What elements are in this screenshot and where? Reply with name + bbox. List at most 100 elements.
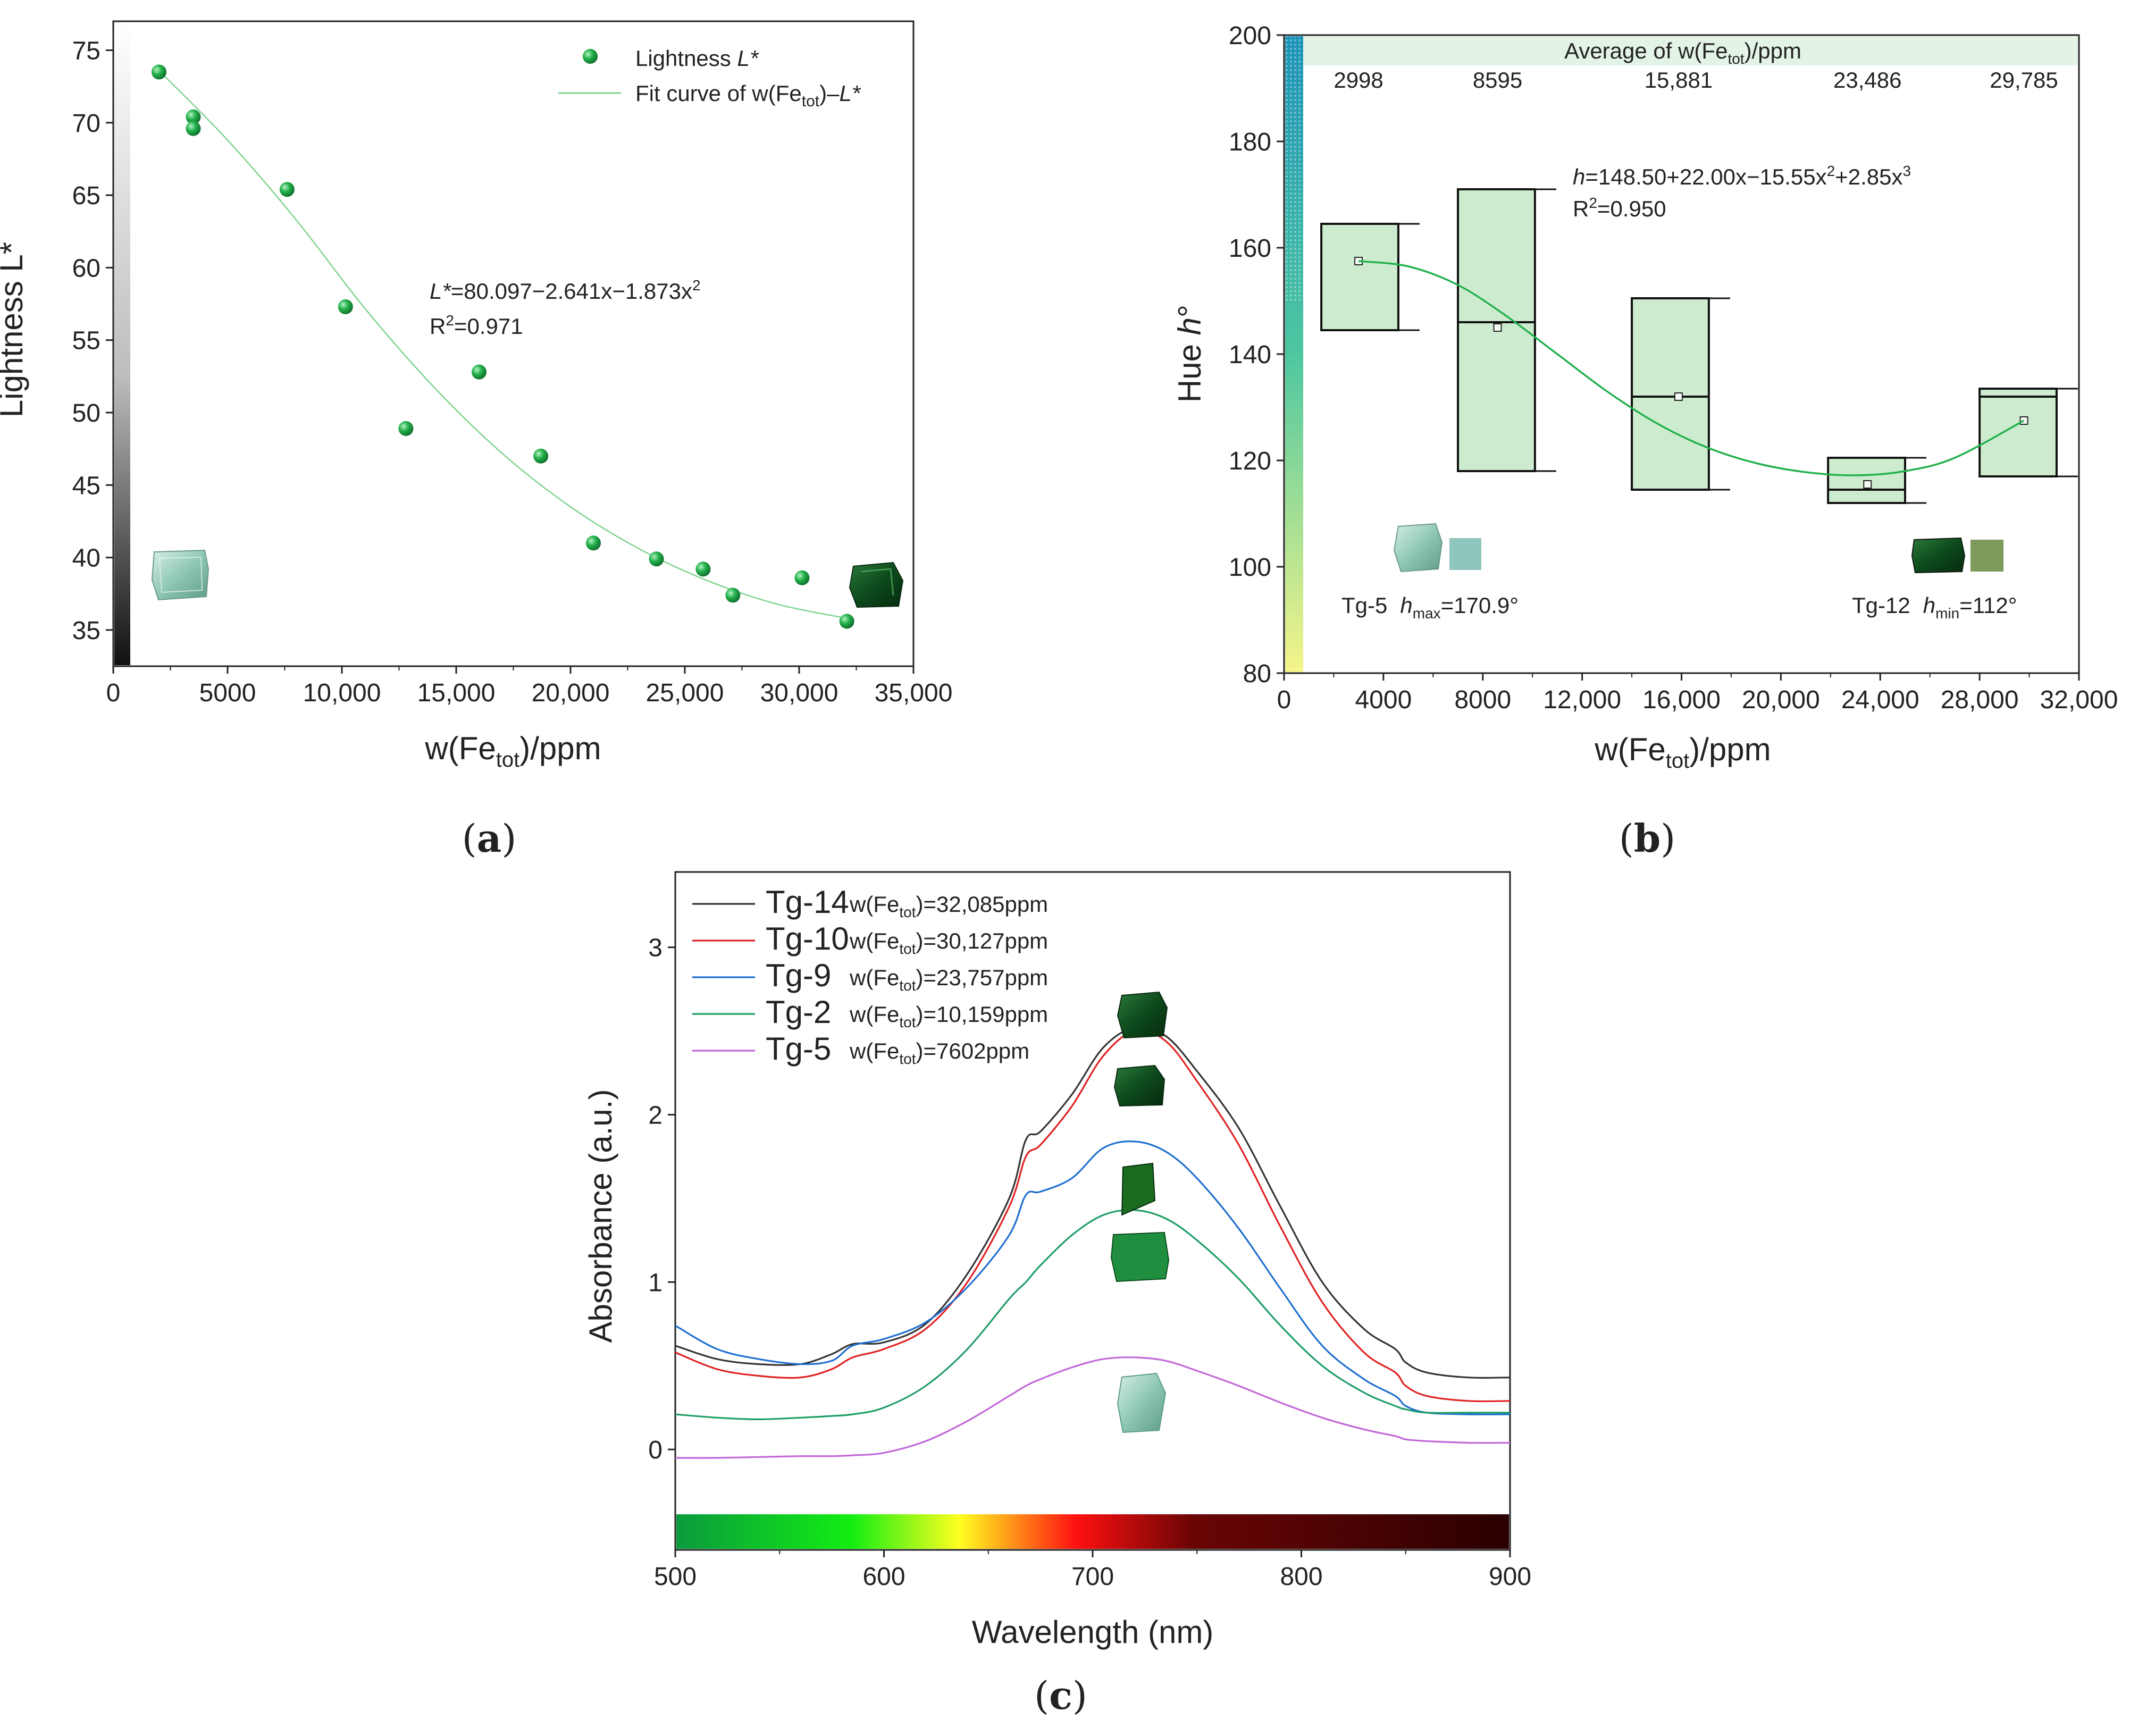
legend-fe-value: w(Fetot)=32,085ppm	[849, 892, 1048, 920]
x-axis-label: Wavelength (nm)	[972, 1614, 1214, 1650]
equation-line-2: R2=0.971	[430, 312, 523, 339]
y-tick-label: 3	[648, 934, 663, 962]
series-line-tg-2	[675, 1209, 1510, 1421]
data-point	[839, 614, 854, 629]
plot-frame	[112, 20, 915, 667]
legend-entry: Tg-14 w(Fetot)=32,085ppm	[692, 884, 1048, 920]
lightness-gradient-bar	[114, 22, 130, 665]
y-tick-label: 200	[1229, 22, 1271, 50]
x-tick-label: 0	[1277, 686, 1292, 714]
panel-caption-b: (b)	[1619, 816, 1676, 861]
tg12-color-swatch	[1970, 540, 2003, 572]
header-value: 23,486	[1833, 68, 1901, 93]
panel-caption-c: (c)	[1034, 1673, 1087, 1718]
box-group	[1320, 223, 1420, 331]
header-title: Average of w(Fetot)/ppm	[1564, 38, 1801, 67]
x-tick-label: 15,000	[417, 679, 496, 707]
x-tick-label: 25,000	[646, 679, 724, 707]
box-mean-marker	[1674, 392, 1683, 401]
data-point	[152, 64, 166, 80]
x-tick-label: 24,000	[1841, 686, 1919, 714]
legend-sample-name: Tg-9	[766, 958, 831, 993]
panel-a-lightness-chart: 0 5000 10,000 15,000 20,000 25,000 30,000 35,00…	[0, 20, 952, 861]
legend-fe-value: w(Fetot)=30,127ppm	[849, 928, 1048, 957]
header-band	[1285, 36, 2078, 65]
header-value: 29,785	[1990, 68, 2058, 93]
legend-entry: Tg-10 w(Fetot)=30,127ppm	[692, 921, 1048, 957]
data-point	[472, 364, 487, 380]
header-value: 8595	[1473, 68, 1522, 93]
y-tick-label: 1	[648, 1269, 663, 1297]
legend: Lightness L* Fit curve of w(Fetot)–L*	[558, 46, 861, 110]
x-tick-label: 700	[1071, 1563, 1114, 1591]
tg2-gem-image	[1110, 1231, 1170, 1282]
data-point	[398, 421, 414, 436]
header-value: 2998	[1334, 68, 1383, 93]
box-mean-marker	[1493, 323, 1502, 332]
series-line-tg-5	[675, 1356, 1511, 1459]
x-tick-label: 10,000	[303, 679, 381, 707]
legend-entry: Tg-9 w(Fetot)=23,757ppm	[692, 958, 1048, 994]
y-tick-label: 0	[648, 1436, 663, 1464]
x-tick-label: 20,000	[1742, 686, 1820, 714]
x-tick-label: 500	[654, 1563, 697, 1591]
box-body	[1827, 457, 1906, 504]
data-point	[533, 448, 549, 464]
data-point	[586, 535, 601, 551]
series-line-tg-14	[675, 1026, 1511, 1379]
data-point	[794, 570, 810, 585]
box-mean-marker	[1863, 480, 1872, 489]
x-tick-label: 800	[1280, 1563, 1322, 1591]
legend-sample-name: Tg-5	[766, 1031, 831, 1067]
equation-line-1: L*=80.097−2.641x−1.873x2	[430, 277, 701, 304]
box-body	[1320, 223, 1399, 331]
tg5-label: Tg-5 hmax=170.9°	[1341, 593, 1519, 622]
box-body	[1978, 388, 2058, 477]
tg5-color-swatch	[1449, 538, 1481, 570]
legend-sample-name: Tg-14	[766, 884, 849, 920]
panel-caption-a: (a)	[462, 816, 517, 861]
x-tick-label: 28,000	[1941, 686, 2019, 714]
tg9-gem-image	[1121, 1162, 1156, 1216]
x-tick-label: 900	[1489, 1563, 1531, 1591]
y-axis-label: Absorbance (a.u.)	[583, 1089, 618, 1343]
y-tick-label: 65	[72, 182, 100, 210]
legend-sample-name: Tg-10	[766, 921, 849, 957]
y-tick-label: 2	[648, 1101, 663, 1129]
box-group	[1978, 388, 2078, 477]
y-tick-label: 70	[72, 110, 100, 138]
legend-label-fit: Fit curve of w(Fetot)–L*	[635, 81, 861, 110]
box-group	[1457, 188, 1556, 472]
sample-gem-images	[1110, 991, 1170, 1433]
data-point	[186, 109, 201, 124]
legend-fe-value: w(Fetot)=7602ppm	[849, 1038, 1029, 1067]
box-group	[1631, 297, 1730, 491]
equation-line-2: R2=0.950	[1573, 195, 1666, 221]
y-tick-label: 50	[72, 399, 100, 427]
data-point	[186, 121, 201, 136]
dark-gem-image	[849, 561, 904, 608]
x-tick-label: 4000	[1355, 686, 1412, 714]
panel-b-hue-chart: Average of w(Fetot)/ppm 2998 8595 15,881 23…	[1172, 22, 2118, 861]
tg12-label: Tg-12 hmin=112°	[1852, 593, 2017, 622]
hue-fit-curve	[1358, 260, 2025, 476]
data-point	[338, 299, 353, 314]
legend-fe-value: w(Fetot)=10,159ppm	[849, 1002, 1048, 1030]
x-axis-label: w(Fetot)/ppm	[1594, 732, 1771, 773]
legend-sample-name: Tg-2	[766, 994, 831, 1030]
x-tick-label: 0	[106, 679, 121, 707]
hue-gradient-texture	[1285, 36, 1303, 302]
legend-entry: Tg-5 w(Fetot)=7602ppm	[692, 1031, 1029, 1067]
x-axis-label: w(Fetot)/ppm	[424, 731, 601, 771]
box-body	[1631, 297, 1710, 491]
panel-c-absorbance-chart: 500 600 700 800 900 0 1 2 3 Tg-14 w(Fetot)=32,085…	[583, 871, 1531, 1718]
legend-label-lightness: Lightness L*	[635, 46, 759, 71]
legend-point-marker	[583, 49, 598, 64]
y-tick-label: 160	[1229, 234, 1271, 263]
y-axis-label: Hue h°	[1172, 305, 1207, 402]
series-line-tg-9	[675, 1140, 1511, 1415]
tg5-gem-image	[1117, 1372, 1167, 1433]
y-tick-label: 55	[72, 327, 100, 355]
y-tick-label: 120	[1229, 447, 1271, 475]
